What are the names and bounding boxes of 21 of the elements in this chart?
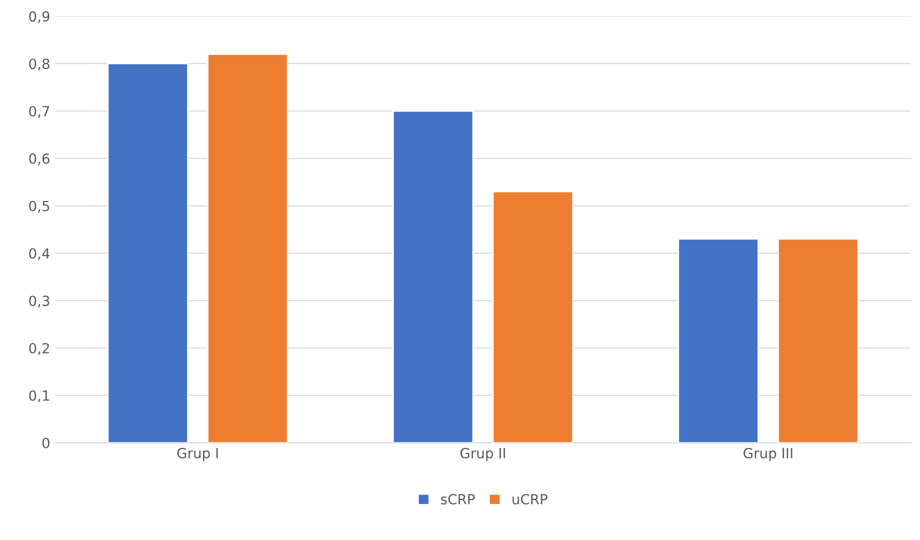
- y-tick-label: 0,5: [29, 200, 50, 213]
- bar: [207, 53, 288, 443]
- y-tick-label: 0,7: [29, 106, 50, 118]
- x-tick-label: Grup II: [460, 448, 505, 462]
- legend-label: sCRP: [441, 494, 475, 504]
- y-tick-label: 0,9: [29, 11, 50, 24]
- bar: [777, 238, 859, 443]
- bar: [678, 238, 759, 443]
- x-tick-label: Grup III: [744, 448, 792, 462]
- y-tick-label: 0,8: [29, 58, 50, 70]
- y-tick-label: 0: [42, 438, 50, 448]
- legend-label: uCRP: [512, 494, 548, 504]
- bar: [392, 110, 474, 443]
- y-tick-label: 0,3: [29, 296, 50, 308]
- y-tick-label: 0,2: [29, 342, 49, 355]
- x-tick-label: Grup I: [177, 448, 218, 462]
- bar: [492, 190, 574, 443]
- y-tick-label: 0,6: [29, 153, 50, 166]
- y-tick-label: 0,1: [29, 390, 50, 402]
- bar: [107, 62, 189, 443]
- y-tick-label: 0,4: [29, 248, 50, 260]
